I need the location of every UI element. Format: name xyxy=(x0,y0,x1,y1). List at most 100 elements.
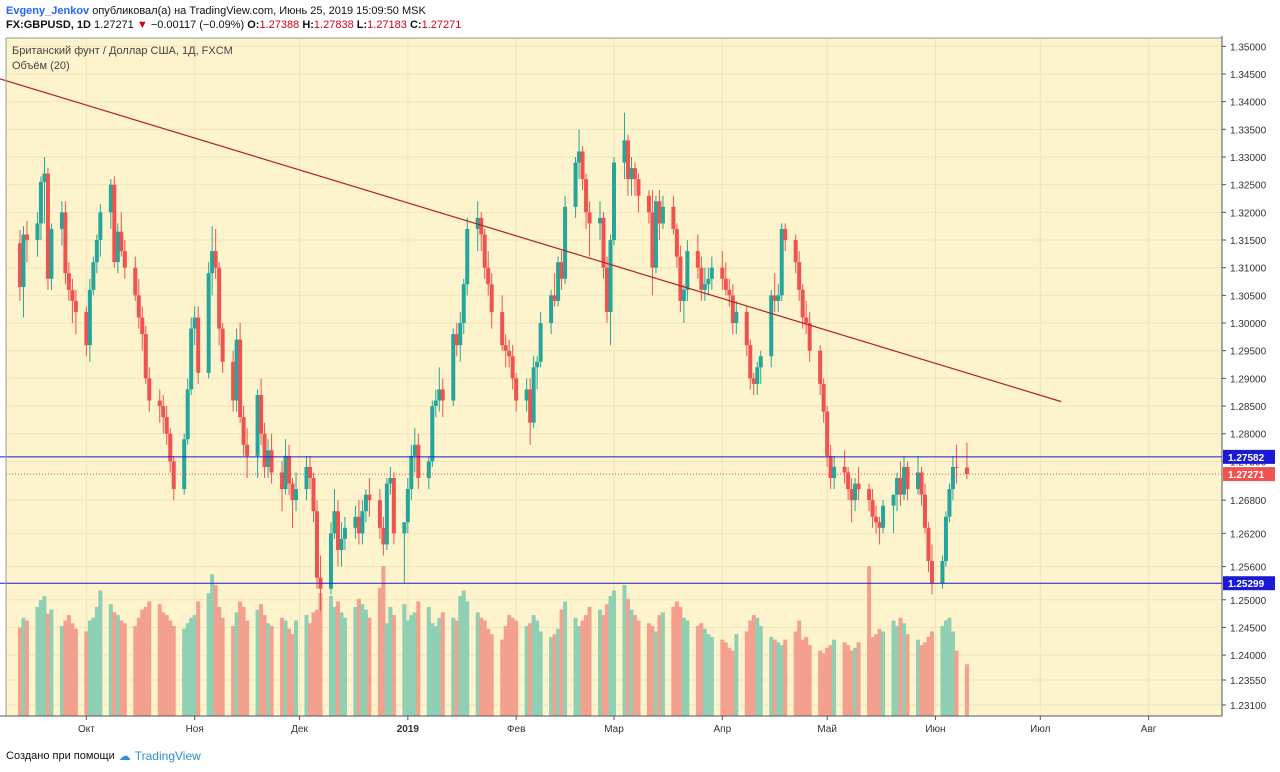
candle-body xyxy=(84,311,89,346)
y-tick-label: 1.33000 xyxy=(1230,153,1267,164)
volume-bar xyxy=(842,642,847,716)
volume-bar xyxy=(898,617,903,716)
candle-body xyxy=(143,334,148,379)
horizontal-level-tag xyxy=(1223,576,1275,591)
volume-bar xyxy=(35,606,40,716)
volume-bar xyxy=(98,590,103,716)
volume-bar xyxy=(552,634,557,716)
candle-body xyxy=(489,284,494,312)
candle-body xyxy=(192,317,197,329)
volume-bar xyxy=(538,631,543,716)
high-label: H: xyxy=(302,19,314,31)
open-value: 1.27388 xyxy=(259,19,300,31)
volume-bar xyxy=(461,590,466,716)
volume-bar xyxy=(783,639,788,716)
y-tick-label: 1.28000 xyxy=(1230,430,1267,441)
volume-bar xyxy=(632,615,637,716)
y-tick-label: 1.28500 xyxy=(1230,402,1267,413)
volume-bar xyxy=(636,620,641,716)
candle-body xyxy=(405,489,410,523)
volume-bar xyxy=(255,609,260,716)
candle-body xyxy=(171,461,176,490)
volume-bar xyxy=(384,623,389,716)
candle-body xyxy=(549,295,554,324)
candle-body xyxy=(91,262,96,290)
volume-bar xyxy=(49,609,54,716)
candle-body xyxy=(87,289,92,346)
candle-body xyxy=(605,267,610,312)
y-tick-label: 1.31000 xyxy=(1230,264,1267,275)
candle-body xyxy=(437,389,442,401)
volume-bar xyxy=(856,642,861,716)
last-price-tag xyxy=(1223,467,1275,482)
tradingview-brand[interactable]: TradingView xyxy=(134,749,201,763)
candle-body xyxy=(783,228,788,241)
low-value: 1.27183 xyxy=(367,19,407,31)
volume-bar xyxy=(360,604,365,716)
candle-body xyxy=(245,444,250,456)
candle-body xyxy=(217,267,222,329)
volume-bar xyxy=(454,620,459,716)
candle-body xyxy=(308,466,312,479)
candle-body xyxy=(409,455,414,490)
y-tick-label: 1.31500 xyxy=(1230,236,1267,247)
candle-body xyxy=(685,251,690,290)
candle-body xyxy=(552,295,557,301)
candle-body xyxy=(916,472,920,490)
candle-body xyxy=(458,323,463,346)
volume-bar xyxy=(891,620,896,716)
candle-body xyxy=(727,289,732,296)
volume-bar xyxy=(482,620,487,716)
volume-bar xyxy=(929,631,934,716)
candle-body xyxy=(825,411,830,456)
volume-bar xyxy=(922,642,927,716)
candle-body xyxy=(678,256,683,301)
candle-body xyxy=(294,489,299,501)
volume-bar xyxy=(290,634,295,716)
candle-body xyxy=(500,311,505,346)
y-tick-label: 1.23550 xyxy=(1230,676,1267,687)
candle-body xyxy=(720,267,725,279)
volume-bar xyxy=(391,615,396,716)
volume-bar xyxy=(426,606,431,716)
volume-bar xyxy=(259,604,264,716)
volume-bar xyxy=(601,615,606,716)
x-tick-label: Окт xyxy=(78,724,95,735)
volume-bar xyxy=(192,615,197,716)
volume-bar xyxy=(356,598,361,716)
trendline xyxy=(0,78,1062,403)
candle-body xyxy=(905,466,910,490)
volume-bar xyxy=(612,590,616,716)
candle-body xyxy=(779,228,784,296)
author-link[interactable]: Evgeny_Jenkov xyxy=(6,5,90,17)
candle-body xyxy=(45,173,50,279)
volume-bar xyxy=(744,631,749,716)
volume-bar xyxy=(182,628,187,716)
candle-body xyxy=(122,251,127,268)
volume-bar xyxy=(119,620,124,716)
volume-bar xyxy=(108,604,113,716)
volume-bar xyxy=(430,623,435,716)
volume-bar xyxy=(339,612,344,716)
volume-bar xyxy=(804,636,809,716)
candle-body xyxy=(388,478,393,484)
price-change: −0.00117 (−0.09%) xyxy=(150,19,245,31)
candle-body xyxy=(769,295,774,357)
candle-body xyxy=(220,328,225,362)
candle-body xyxy=(377,500,382,528)
chart-title: Британский фунт / Доллар США, 1Д, FXCM xyxy=(12,45,233,57)
volume-bar xyxy=(475,612,480,716)
candle-body xyxy=(954,466,959,468)
candle-body xyxy=(59,212,64,229)
y-tick-label: 1.30500 xyxy=(1230,291,1267,302)
down-arrow-icon: ▼ xyxy=(136,19,148,31)
price-chart[interactable]: 1.35000 1.34500 1.34000 1.33500 1.33000 1.325… xyxy=(0,36,1280,744)
volume-bar xyxy=(902,623,907,716)
candle-body xyxy=(136,295,141,318)
candle-body xyxy=(66,273,71,290)
candle-body xyxy=(587,212,592,224)
volume-bar xyxy=(734,634,739,716)
volume-bar xyxy=(311,612,316,716)
volume-bar xyxy=(584,615,589,716)
candle-body xyxy=(629,168,634,180)
